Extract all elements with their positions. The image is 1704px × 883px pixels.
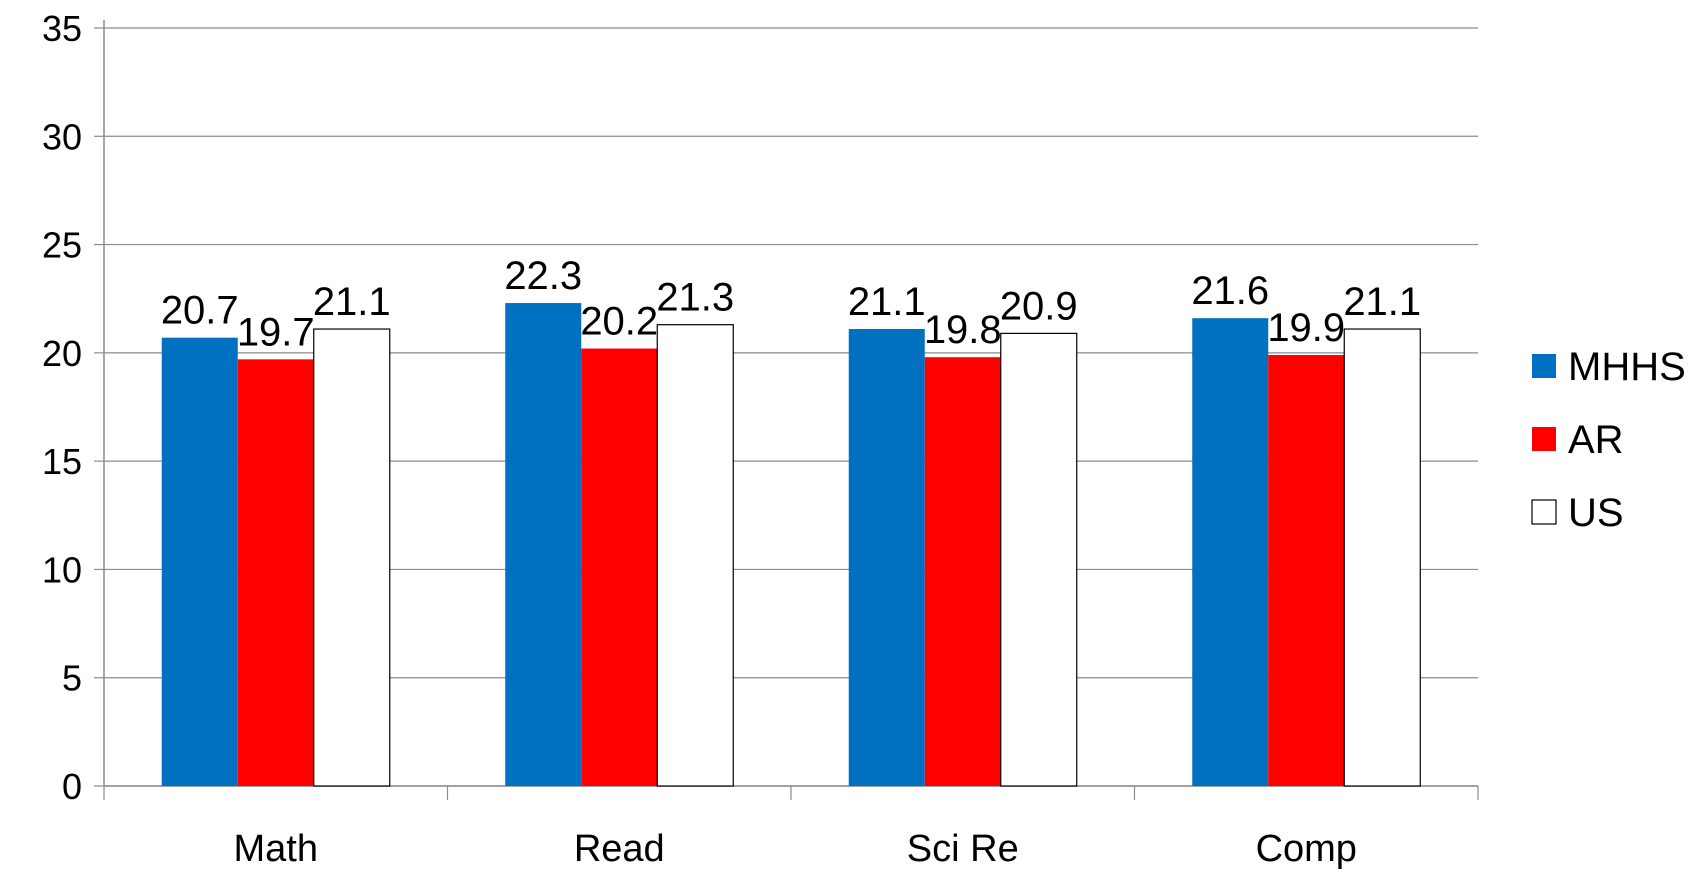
data-labels: 20.719.721.122.320.221.3 21.119.820.9 21.6…	[161, 254, 1421, 354]
data-label: 22.3	[504, 254, 582, 298]
y-tick-label: 30	[42, 116, 82, 157]
legend-label-mhhs: MHHS	[1568, 345, 1686, 389]
bar-us-comp	[1343, 328, 1421, 787]
data-label: 19.8	[924, 308, 1002, 352]
data-label: 21.3	[656, 276, 734, 320]
bar-mhhs-comp	[1192, 318, 1269, 786]
y-tick-label: 35	[42, 8, 82, 49]
legend-label-ar: AR	[1568, 418, 1624, 462]
data-label: 19.9	[1267, 306, 1345, 350]
bar-us-math	[313, 328, 391, 787]
data-label: 21.1	[1343, 280, 1421, 324]
data-label: 21.6	[1191, 269, 1269, 313]
data-label: 21.1	[313, 280, 391, 324]
axes: 0 5 10 15 20 25 30 35 Math Read Sci Re Comp	[42, 8, 1479, 870]
legend-swatch-ar	[1532, 427, 1556, 451]
bar-ar-math	[237, 359, 314, 786]
y-tick-label: 25	[42, 225, 82, 266]
x-category-label: Sci Re	[907, 828, 1019, 870]
legend-label-us: US	[1568, 491, 1624, 535]
legend-swatch-us	[1531, 499, 1557, 525]
y-tick-label: 5	[62, 658, 82, 699]
bar-ar-read	[581, 348, 658, 786]
bar-us-read	[656, 324, 734, 787]
y-tick-label: 20	[42, 333, 82, 374]
x-category-label: Read	[574, 828, 665, 870]
legend-swatch-mhhs	[1532, 354, 1556, 378]
y-tick-label: 10	[42, 549, 82, 590]
x-category-label: Comp	[1256, 828, 1357, 870]
data-label: 20.2	[580, 300, 658, 344]
bar-ar-comp	[1268, 355, 1345, 786]
data-label: 20.9	[1000, 284, 1078, 328]
legend: MHHS AR US	[1531, 345, 1686, 535]
x-category-label: Math	[234, 828, 318, 870]
bars	[161, 303, 1421, 787]
data-label: 20.7	[161, 289, 239, 333]
data-label: 19.7	[237, 310, 315, 354]
y-tick-label: 15	[42, 441, 82, 482]
bar-ar-sci-re	[924, 357, 1001, 786]
bar-mhhs-read	[505, 303, 582, 786]
y-tick-label: 0	[62, 766, 82, 807]
bar-mhhs-math	[161, 337, 238, 786]
bar-mhhs-sci-re	[848, 329, 925, 786]
bar-us-sci-re	[1000, 332, 1078, 787]
data-label: 21.1	[848, 280, 926, 324]
